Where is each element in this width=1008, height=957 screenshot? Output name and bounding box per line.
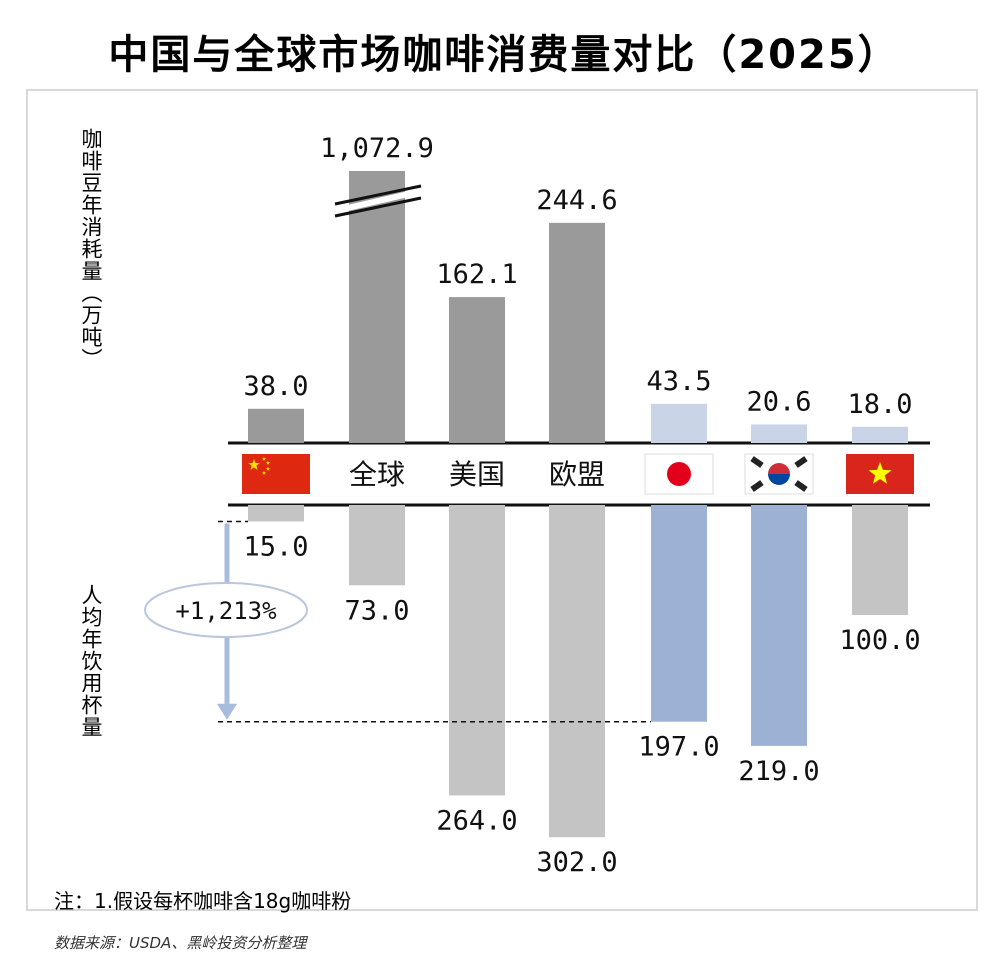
korea-flag-trigram-1 (794, 456, 808, 468)
lower-data-label-0: 15.0 (243, 532, 308, 563)
upper-bar-2 (449, 297, 505, 443)
korea-flag-taeguk-blue (768, 474, 790, 485)
annotation-arrow-head (217, 703, 237, 720)
lower-data-label-1: 73.0 (344, 595, 409, 626)
korea-flag-taeguk-red (768, 463, 790, 474)
axis-break-line-2 (334, 196, 422, 218)
china-flag-icon (242, 454, 310, 494)
upper-axis-label: 咖啡豆年消耗量（万吨） (79, 128, 103, 370)
upper-data-label-2: 162.1 (436, 259, 517, 290)
lower-data-label-5: 219.0 (738, 756, 819, 787)
upper-data-label-0: 38.0 (243, 371, 308, 402)
upper-data-label-5: 20.6 (746, 386, 811, 417)
lower-bar-3 (549, 505, 605, 838)
lower-bar-1 (349, 505, 405, 586)
lower-bar-6 (852, 505, 908, 615)
upper-data-label-6: 18.0 (847, 389, 912, 420)
lower-bar-5 (751, 505, 807, 746)
korea-flag-icon (744, 453, 814, 495)
korea-flag-trigram-3 (794, 480, 808, 492)
japan-flag-sun (667, 462, 691, 486)
lower-bar-4 (651, 505, 707, 722)
category-label-2: 美国 (449, 458, 505, 491)
category-label-3: 欧盟 (549, 458, 605, 491)
lower-data-label-2: 264.0 (436, 805, 517, 836)
category-label-1: 全球 (349, 458, 405, 491)
upper-bar-1 (349, 171, 405, 443)
upper-bar-6 (852, 426, 908, 443)
upper-data-label-1: 1,072.9 (320, 133, 434, 164)
lower-data-label-6: 100.0 (839, 625, 920, 656)
growth-bubble-text: +1,213% (175, 597, 277, 625)
japan-flag-icon (644, 453, 714, 495)
lower-data-label-4: 197.0 (638, 732, 719, 763)
footnote: 注：1.假设每杯咖啡含18g咖啡粉 (54, 889, 352, 913)
growth-bubble (144, 582, 308, 638)
upper-bar-0 (248, 408, 304, 443)
lower-bar-0 (248, 505, 304, 522)
china-flag-small-star-2 (265, 466, 271, 471)
upper-data-label-3: 244.6 (536, 185, 617, 216)
upper-bar-5 (751, 424, 807, 443)
china-flag-big-star (248, 459, 260, 470)
korea-flag-trigram-2 (750, 480, 764, 492)
lower-axis-label: 人均年饮用杯量 (79, 584, 103, 738)
upper-data-label-4: 43.5 (646, 366, 711, 397)
upper-bar-3 (549, 222, 605, 443)
china-flag-small-star-1 (265, 460, 271, 465)
china-flag-field (242, 454, 310, 494)
data-source: 数据来源：USDA、黑岭投资分析整理 (54, 934, 307, 952)
axis-break-gap (338, 189, 418, 213)
vietnam-flag-star (868, 462, 892, 484)
vietnam-flag-icon (846, 454, 914, 494)
chart-frame (26, 89, 978, 911)
chart-title: 中国与全球市场咖啡消费量对比（2025） (108, 32, 900, 78)
china-flag-small-star-3 (261, 470, 267, 475)
axis-break-line-1 (334, 184, 422, 206)
china-flag-small-star-0 (261, 456, 267, 461)
lower-data-label-3: 302.0 (536, 847, 617, 878)
korea-flag-trigram-0 (750, 456, 764, 468)
lower-bar-2 (449, 505, 505, 796)
upper-bar-4 (651, 403, 707, 443)
